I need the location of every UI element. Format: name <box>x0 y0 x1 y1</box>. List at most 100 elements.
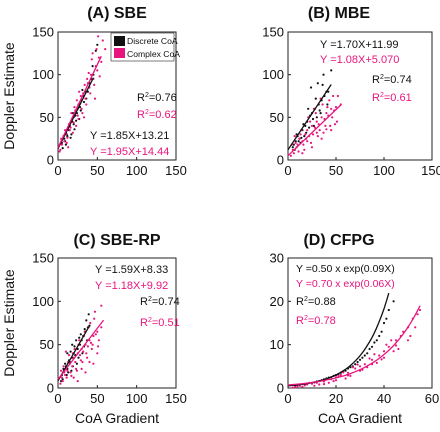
panel-a-title: (A) SBE <box>87 5 147 22</box>
panel-c-point-complex <box>92 362 95 365</box>
panel-d-point-discrete <box>363 354 366 357</box>
panel-c-point-complex <box>89 321 92 325</box>
panel-c-r2-discrete: R2=0.74 <box>140 296 180 308</box>
legend-discrete-swatch <box>114 36 125 46</box>
panel-c-point-complex <box>79 359 82 362</box>
panel-d-x-tick-label: 0 <box>284 391 291 406</box>
panel-b-point-discrete <box>319 112 322 115</box>
panel-a-marks: 0 50 100 150 0 50 100 150 <box>32 25 187 179</box>
panel-c-point-discrete <box>64 362 67 365</box>
panel-c-point-complex <box>64 350 67 353</box>
panel-c-point-discrete <box>71 343 74 346</box>
panel-d-y-tick-label: 20 <box>270 294 284 309</box>
panel-c-point-discrete <box>87 313 90 316</box>
panel-d-r2-complex: R2=0.78 <box>296 315 336 327</box>
panel-b-point-complex <box>321 103 324 106</box>
panel-b-point-complex <box>297 150 300 153</box>
panel-d-marks: 0 20 40 60 0 10 20 30 <box>270 251 440 407</box>
panel-d-point-complex <box>406 339 410 342</box>
panel-c-point-complex <box>60 376 64 379</box>
panel-b-point-complex <box>320 137 323 140</box>
panel-b-point-discrete <box>292 143 295 146</box>
panel-b-point-discrete <box>327 90 330 93</box>
panel-a-point-complex <box>85 103 88 106</box>
panel-c-point-discrete <box>78 336 81 339</box>
panel-b-point-discrete <box>311 117 315 121</box>
panel-b-x-tick-label: 150 <box>421 163 440 178</box>
panel-c-point-complex <box>94 333 97 336</box>
panel-b-point-discrete <box>303 135 306 138</box>
panel-b-point-complex <box>322 131 325 134</box>
panel-c-point-complex <box>100 304 103 307</box>
panel-c-point-complex <box>82 350 85 353</box>
panel-b-point-discrete <box>318 109 321 112</box>
panel-c-fit-complex: Y =1.18X+9.92 <box>95 280 168 292</box>
panel-c-point-complex <box>89 341 93 344</box>
panel-b-point-discrete <box>305 131 308 134</box>
panel-a-point-complex <box>100 60 103 64</box>
panel-a-point-discrete <box>75 119 78 122</box>
panel-d-point-complex <box>387 345 390 348</box>
panel-c-point-complex <box>71 365 74 368</box>
panel-d-point-discrete <box>368 347 371 351</box>
panel-c-point-complex <box>97 345 100 348</box>
panel-d-point-complex <box>382 350 386 353</box>
panel-b-point-complex <box>315 131 318 134</box>
panel-b-r2-complex: R2=0.61 <box>372 92 412 104</box>
panel-a-y-tick-label: 50 <box>40 110 54 125</box>
panel-b-point-discrete <box>322 73 325 76</box>
panel-b-x-tick-label: 100 <box>373 163 395 178</box>
panel-c-point-complex <box>62 365 65 368</box>
panel-c-point-complex <box>76 380 79 383</box>
panel-d-point-discrete <box>380 330 383 333</box>
panel-a-plot-area <box>57 31 177 161</box>
panel-c-point-complex <box>74 360 77 364</box>
panel-c-point-complex <box>91 343 94 346</box>
panel-a-point-complex <box>58 150 61 153</box>
panel-c-point-complex <box>81 360 84 364</box>
panel-c-r2-complex: R2=0.51 <box>140 317 180 329</box>
panel-d-point-complex <box>363 363 366 366</box>
panel-a-r2-complex: R2=0.62 <box>137 109 177 121</box>
panel-b-point-discrete <box>308 126 311 129</box>
panel-d-title: (D) CFPG <box>303 232 374 249</box>
panel-a-x-tick-label: 150 <box>165 163 187 178</box>
panel-b-point-discrete <box>312 124 315 127</box>
panel-a-point-complex <box>75 99 78 102</box>
panel-a-point-complex <box>72 121 75 124</box>
panel-b-point-complex <box>332 94 335 98</box>
panel-a-point-discrete <box>94 49 97 52</box>
panel-c-point-complex <box>80 367 83 370</box>
panel-c-point-complex <box>86 345 89 348</box>
panel-c-point-discrete <box>79 333 82 336</box>
panel-b-point-discrete <box>300 136 303 139</box>
panel-b-point-complex <box>320 116 323 119</box>
panel-a-point-complex <box>67 146 70 149</box>
panel-c-point-complex <box>75 369 78 372</box>
panel-b-point-complex <box>306 140 309 143</box>
panel-b-point-complex <box>294 141 297 144</box>
panel-a-point-discrete <box>61 147 64 150</box>
panel-d-y-tick-label: 30 <box>270 251 284 266</box>
panel-b-point-complex <box>289 154 292 157</box>
panel-a-point-complex <box>81 112 84 115</box>
panel-a-point-complex <box>83 83 86 86</box>
panel-a-point-discrete <box>91 65 94 68</box>
panel-d-point-complex <box>296 385 299 388</box>
panel-c-point-discrete <box>75 362 78 365</box>
panel-d-point-discrete <box>392 300 395 303</box>
panel-d-point-complex <box>318 383 321 386</box>
panel-c-point-complex <box>85 352 88 355</box>
panel-c-y-tick-label: 0 <box>47 381 54 396</box>
panel-a-point-complex <box>66 136 69 139</box>
panel-a-fit-discrete: Y =1.85X+13.21 <box>90 130 169 142</box>
panel-d-point-complex <box>354 367 357 370</box>
panel-b-point-discrete <box>309 86 313 89</box>
panel-a-point-complex <box>104 48 107 51</box>
panel-c-marks: 0 50 100 150 0 50 100 150 <box>32 251 187 407</box>
panel-c-x-tick-label: 50 <box>90 391 104 406</box>
panel-d-point-discrete <box>366 352 369 355</box>
panel-b-point-discrete <box>291 146 294 149</box>
panel-b-marks: 0 50 100 150 0 50 100 150 <box>262 25 440 179</box>
panel-d-point-complex <box>327 381 330 384</box>
